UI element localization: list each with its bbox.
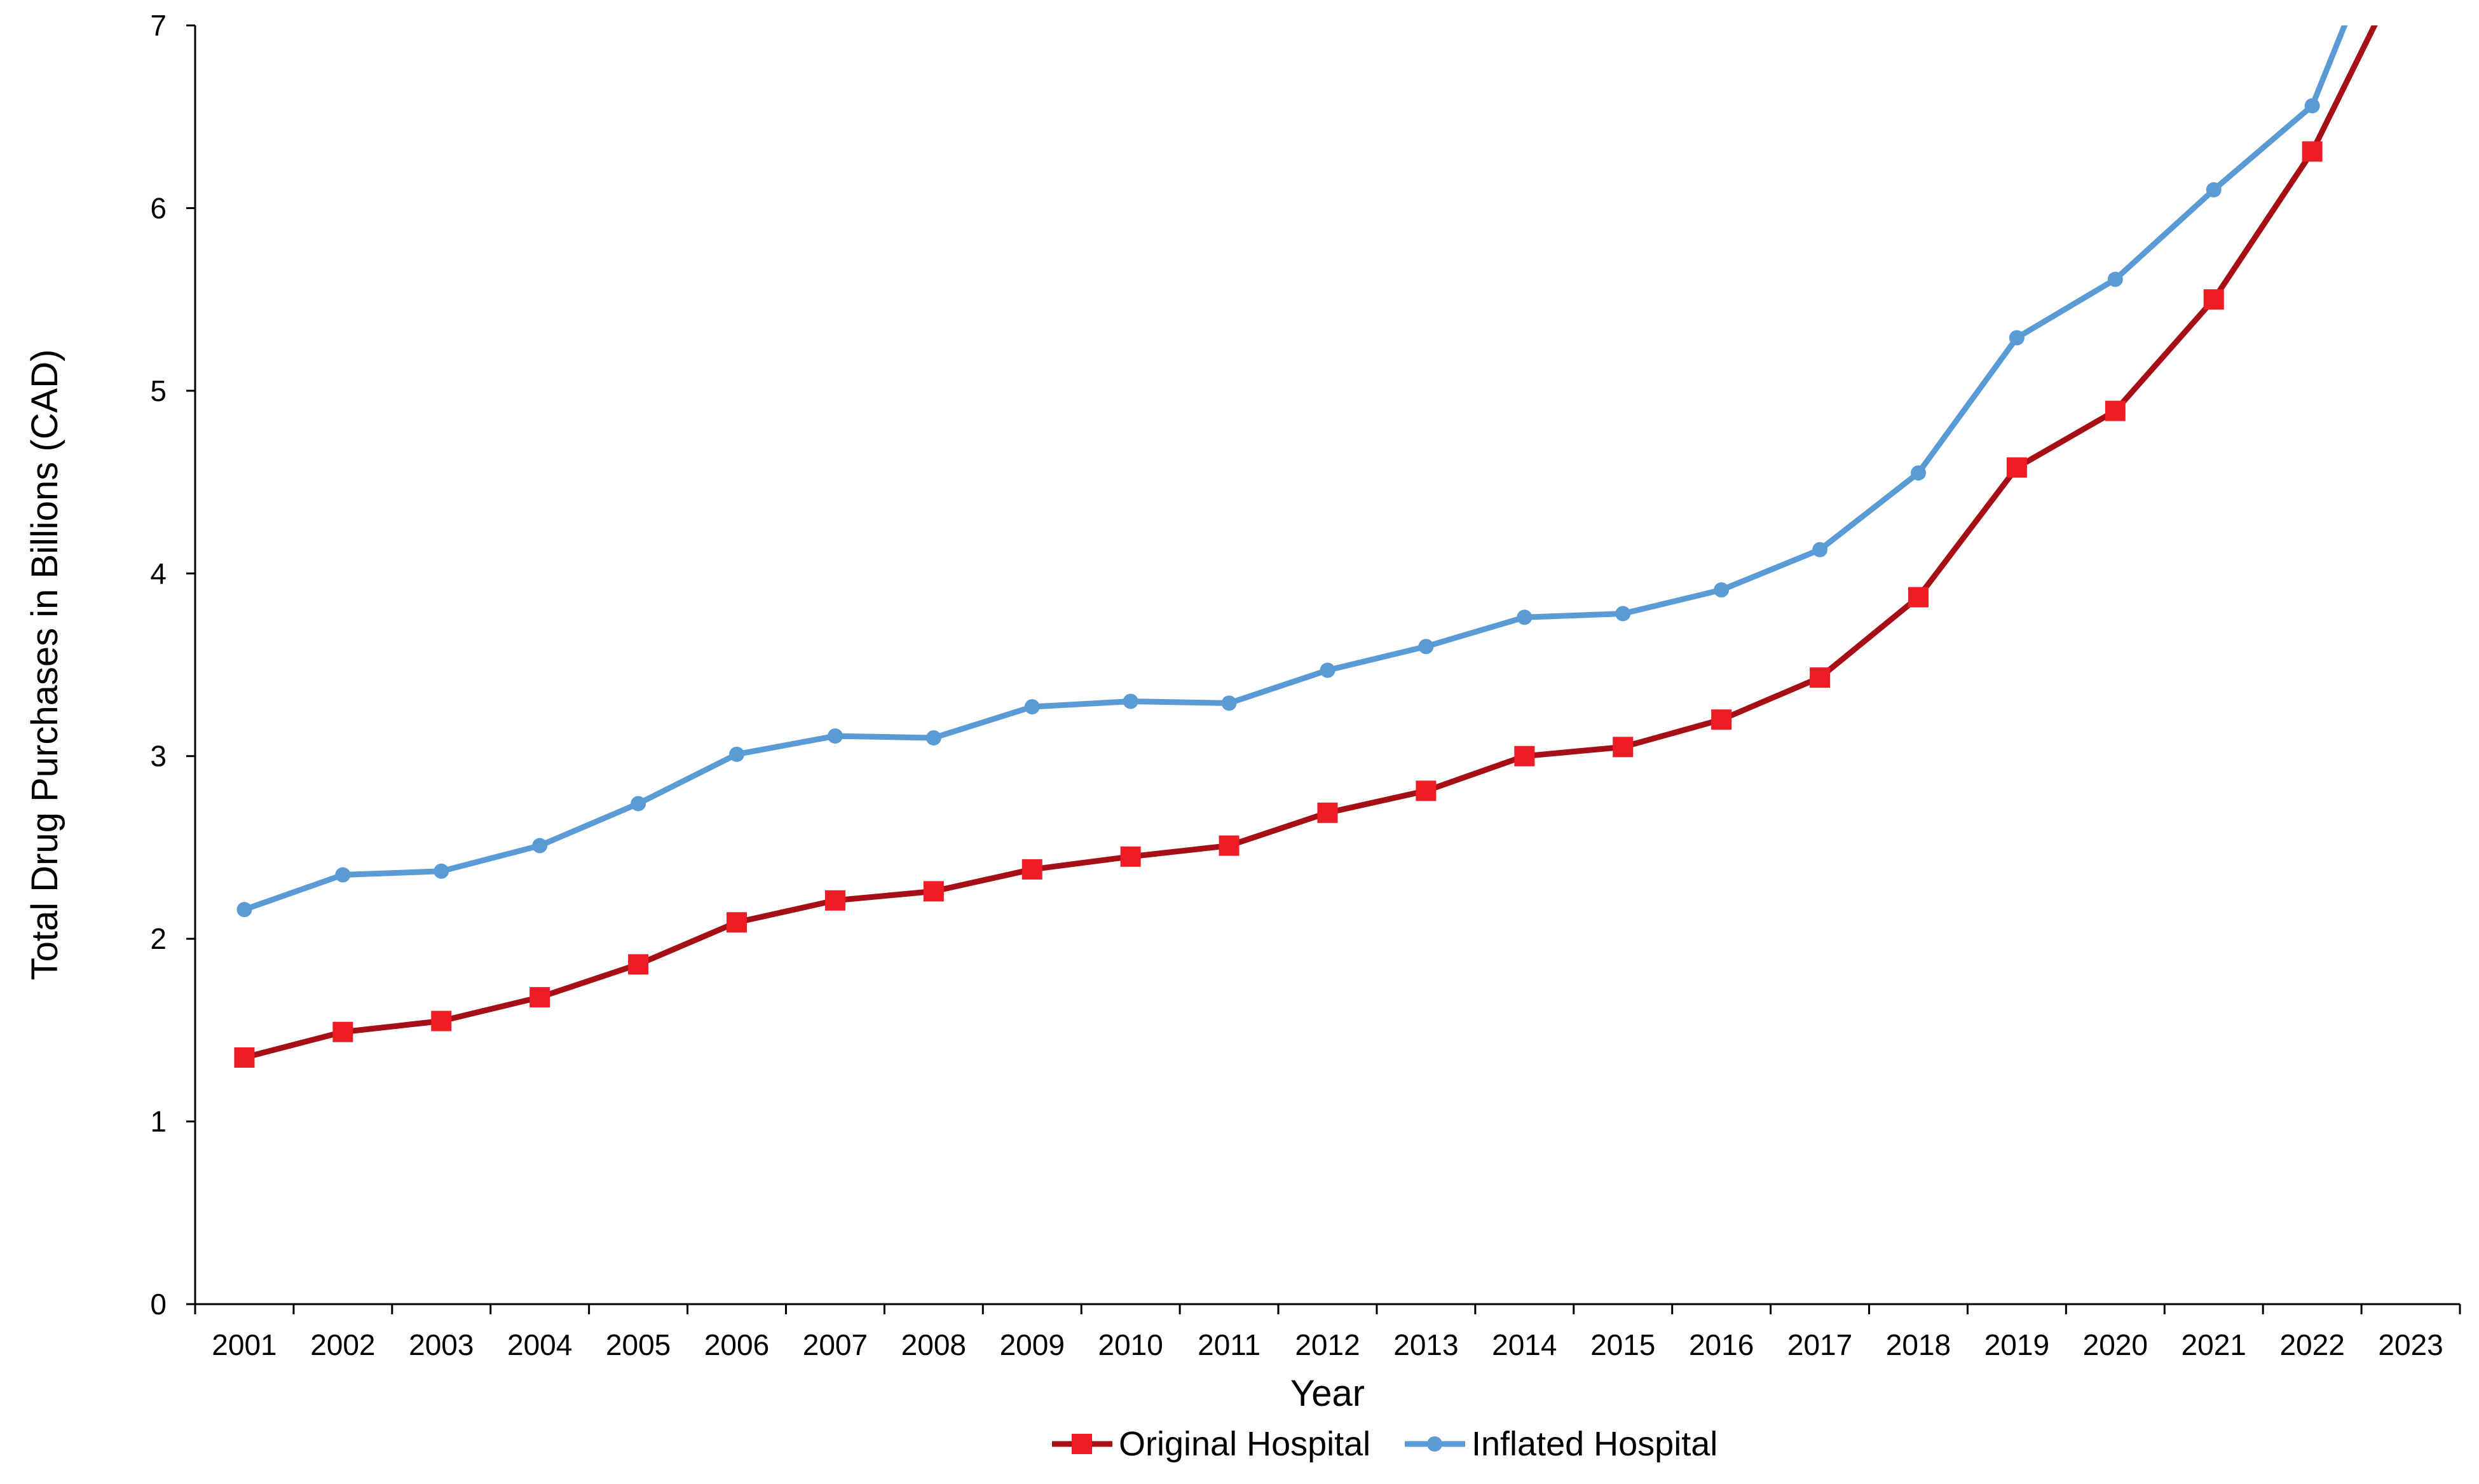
legend: Original Hospital Inflated Hospital bbox=[1052, 1425, 1718, 1463]
y-tick-label: 7 bbox=[150, 9, 167, 42]
x-tick-label: 2020 bbox=[2083, 1328, 2148, 1361]
y-tick-label: 4 bbox=[150, 557, 167, 590]
data-point bbox=[1514, 745, 1535, 766]
x-tick-label: 2021 bbox=[2182, 1328, 2246, 1361]
data-point bbox=[727, 912, 748, 933]
data-point bbox=[1320, 662, 1335, 678]
data-point bbox=[434, 863, 449, 879]
data-point bbox=[2107, 271, 2123, 287]
data-point bbox=[2304, 98, 2320, 114]
data-point bbox=[1711, 709, 1732, 730]
data-point bbox=[431, 1011, 452, 1031]
x-tick-label: 2009 bbox=[1000, 1328, 1065, 1361]
y-tick-label: 5 bbox=[150, 374, 167, 407]
data-point bbox=[532, 838, 548, 854]
x-tick-label: 2022 bbox=[2279, 1328, 2344, 1361]
data-point bbox=[827, 728, 843, 744]
series-line bbox=[241, 25, 2348, 913]
data-point bbox=[1517, 609, 1533, 625]
series-inflated-hospital bbox=[236, 25, 2348, 918]
data-point bbox=[1908, 587, 1929, 608]
axes bbox=[186, 24, 2461, 1314]
x-tick-label: 2013 bbox=[1393, 1328, 1458, 1361]
data-point bbox=[2006, 457, 2027, 478]
data-point bbox=[335, 867, 351, 883]
y-axis-title: Total Drug Purchases in Billions (CAD) bbox=[24, 350, 65, 981]
series-original-hospital bbox=[234, 25, 2378, 1068]
legend-swatch-marker bbox=[1427, 1436, 1442, 1452]
data-point bbox=[1120, 846, 1141, 867]
x-tick-label: 2010 bbox=[1098, 1328, 1163, 1361]
data-point bbox=[1021, 859, 1042, 880]
data-point bbox=[1317, 802, 1338, 823]
legend-label: Original Hospital bbox=[1119, 1425, 1370, 1463]
x-tick-label: 2017 bbox=[1787, 1328, 1852, 1361]
data-point bbox=[1810, 667, 1831, 688]
x-tick-label: 2011 bbox=[1198, 1328, 1260, 1361]
data-point bbox=[1613, 737, 1634, 758]
data-point bbox=[923, 881, 944, 902]
y-tick-label: 6 bbox=[150, 191, 167, 224]
axis-labels: 0 1 2 3 4 5 6 7 2001 2002 2003 2004 2005 2006 2007 2008… bbox=[150, 9, 2443, 1361]
data-point bbox=[1416, 780, 1437, 801]
x-tick-label: 2023 bbox=[2378, 1328, 2443, 1361]
series-line bbox=[241, 25, 2378, 1061]
data-point bbox=[925, 730, 941, 745]
data-point bbox=[2203, 289, 2224, 310]
x-tick-label: 2005 bbox=[606, 1328, 671, 1361]
data-point bbox=[824, 890, 845, 911]
data-point bbox=[1219, 835, 1240, 856]
data-point bbox=[236, 902, 252, 918]
x-tick-label: 2002 bbox=[310, 1328, 375, 1361]
legend-swatch-marker bbox=[1072, 1434, 1092, 1454]
data-point bbox=[2206, 182, 2222, 198]
data-point bbox=[631, 796, 646, 812]
x-tick-label: 2008 bbox=[901, 1328, 966, 1361]
data-point bbox=[2302, 141, 2323, 162]
legend-item: Inflated Hospital bbox=[1405, 1425, 1718, 1463]
x-tick-label: 2012 bbox=[1295, 1328, 1360, 1361]
y-tick-label: 1 bbox=[150, 1105, 167, 1138]
y-tick-label: 2 bbox=[150, 922, 167, 955]
x-axis-title: Year bbox=[1290, 1373, 1365, 1414]
x-tick-label: 2007 bbox=[803, 1328, 868, 1361]
data-point bbox=[2105, 400, 2126, 421]
x-tick-label: 2018 bbox=[1886, 1328, 1951, 1361]
data-point bbox=[1418, 639, 1434, 655]
data-point bbox=[628, 954, 649, 975]
x-tick-label: 2001 bbox=[212, 1328, 277, 1361]
data-point bbox=[1714, 582, 1730, 598]
series-layer bbox=[234, 25, 2378, 1068]
y-tick-label: 3 bbox=[150, 740, 167, 773]
x-tick-label: 2006 bbox=[704, 1328, 769, 1361]
data-point bbox=[1221, 695, 1237, 711]
legend-item: Original Hospital bbox=[1052, 1425, 1370, 1463]
data-point bbox=[1910, 465, 1926, 481]
data-point bbox=[332, 1021, 353, 1042]
y-tick-label: 0 bbox=[150, 1288, 167, 1321]
x-tick-label: 2014 bbox=[1492, 1328, 1557, 1361]
data-point bbox=[234, 1047, 255, 1068]
x-tick-label: 2015 bbox=[1590, 1328, 1655, 1361]
x-tick-label: 2003 bbox=[409, 1328, 474, 1361]
data-point bbox=[1123, 693, 1138, 709]
x-tick-label: 2016 bbox=[1689, 1328, 1754, 1361]
data-point bbox=[2009, 330, 2025, 346]
x-tick-label: 2004 bbox=[507, 1328, 572, 1361]
data-point bbox=[529, 987, 550, 1008]
data-point bbox=[1024, 699, 1040, 715]
data-point bbox=[1812, 541, 1828, 557]
x-tick-label: 2019 bbox=[1984, 1328, 2049, 1361]
legend-label: Inflated Hospital bbox=[1472, 1425, 1718, 1463]
data-point bbox=[1615, 606, 1631, 622]
data-point bbox=[729, 746, 745, 762]
